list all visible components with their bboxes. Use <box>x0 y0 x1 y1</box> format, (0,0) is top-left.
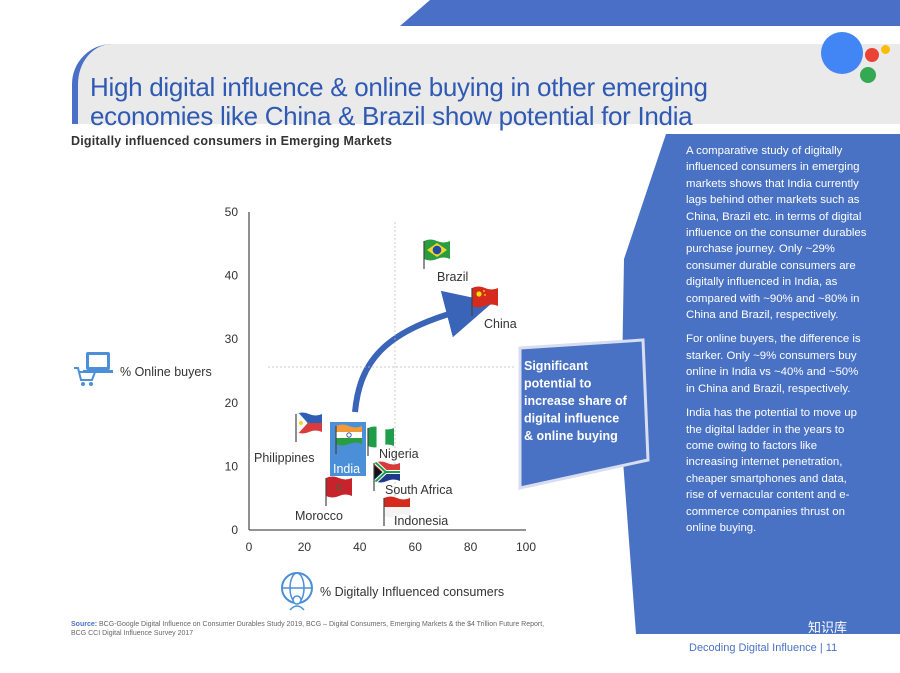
source-note: Source: BCG-Google Digital Influence on … <box>71 620 551 638</box>
x-tick-label: 100 <box>516 540 536 554</box>
data-point-brazil: Brazil <box>423 239 468 284</box>
x-axis-label: % Digitally Influenced consumers <box>320 585 504 599</box>
right-panel <box>621 134 900 634</box>
source-text: BCG-Google Digital Influence on Consumer… <box>71 621 545 637</box>
point-label: Brazil <box>437 270 468 284</box>
indonesia-flag-icon <box>383 496 410 526</box>
point-label: China <box>484 317 517 331</box>
point-label: Nigeria <box>379 447 419 461</box>
data-point-morocco: Morocco <box>295 476 352 523</box>
x-tick-label: 40 <box>353 540 367 554</box>
y-tick-label: 30 <box>225 332 239 346</box>
data-point-nigeria: Nigeria <box>367 426 419 461</box>
china-flag-icon <box>471 286 498 316</box>
footer-page-number: Decoding Digital Influence | 11 <box>689 642 838 654</box>
point-label: Indonesia <box>394 514 448 528</box>
panel-paragraph-1: A comparative study of digitally influen… <box>686 145 867 322</box>
panel-paragraph-2: For online buyers, the difference is sta… <box>686 333 861 395</box>
india-flag-icon <box>335 424 362 454</box>
chart-subtitle: Digitally influenced consumers in Emergi… <box>71 134 393 148</box>
x-tick-label: 0 <box>246 540 253 554</box>
top-accent-band <box>400 0 900 26</box>
x-tick-label: 20 <box>298 540 312 554</box>
point-label: South Africa <box>385 483 452 497</box>
y-tick-label: 40 <box>225 269 239 283</box>
brazil-flag-icon <box>423 239 450 269</box>
callout: Significant potential to increase share of… <box>518 338 650 490</box>
footer-band <box>655 640 900 660</box>
panel-paragraph-3: India has the potential to move up the d… <box>686 407 857 534</box>
x-tick-label: 80 <box>464 540 478 554</box>
callout-text: Significant potential to increase share of… <box>524 359 628 443</box>
data-point-philippines: Philippines <box>254 412 322 465</box>
morocco-flag-icon <box>325 476 352 506</box>
y-tick-label: 20 <box>225 396 239 410</box>
x-tick-label: 60 <box>409 540 423 554</box>
point-label: Morocco <box>295 509 343 523</box>
data-point-india: India <box>330 422 366 476</box>
watermark: 知识库 <box>808 620 848 635</box>
south-africa-flag-icon <box>373 461 400 491</box>
y-tick-label: 0 <box>231 523 238 537</box>
data-point-indonesia: Indonesia <box>383 496 448 528</box>
title-bar <box>72 44 900 124</box>
y-tick-label: 10 <box>225 459 239 473</box>
y-axis-label: % Online buyers <box>120 365 212 379</box>
nigeria-flag-icon <box>367 426 394 456</box>
panel-text: A comparative study of digitally influen… <box>686 143 868 544</box>
page-title: High digital influence & online buying i… <box>90 72 708 132</box>
y-tick-label: 50 <box>225 205 239 219</box>
source-label: Source: <box>71 621 98 628</box>
data-point-south-africa: South Africa <box>373 461 452 497</box>
globe-people-icon <box>281 572 313 611</box>
philippines-flag-icon <box>295 412 322 442</box>
data-point-china: China <box>471 286 517 331</box>
trend-arrow <box>352 290 494 413</box>
laptop-cart-icon <box>74 352 113 386</box>
point-label: India <box>333 462 360 476</box>
point-label: Philippines <box>254 451 314 465</box>
